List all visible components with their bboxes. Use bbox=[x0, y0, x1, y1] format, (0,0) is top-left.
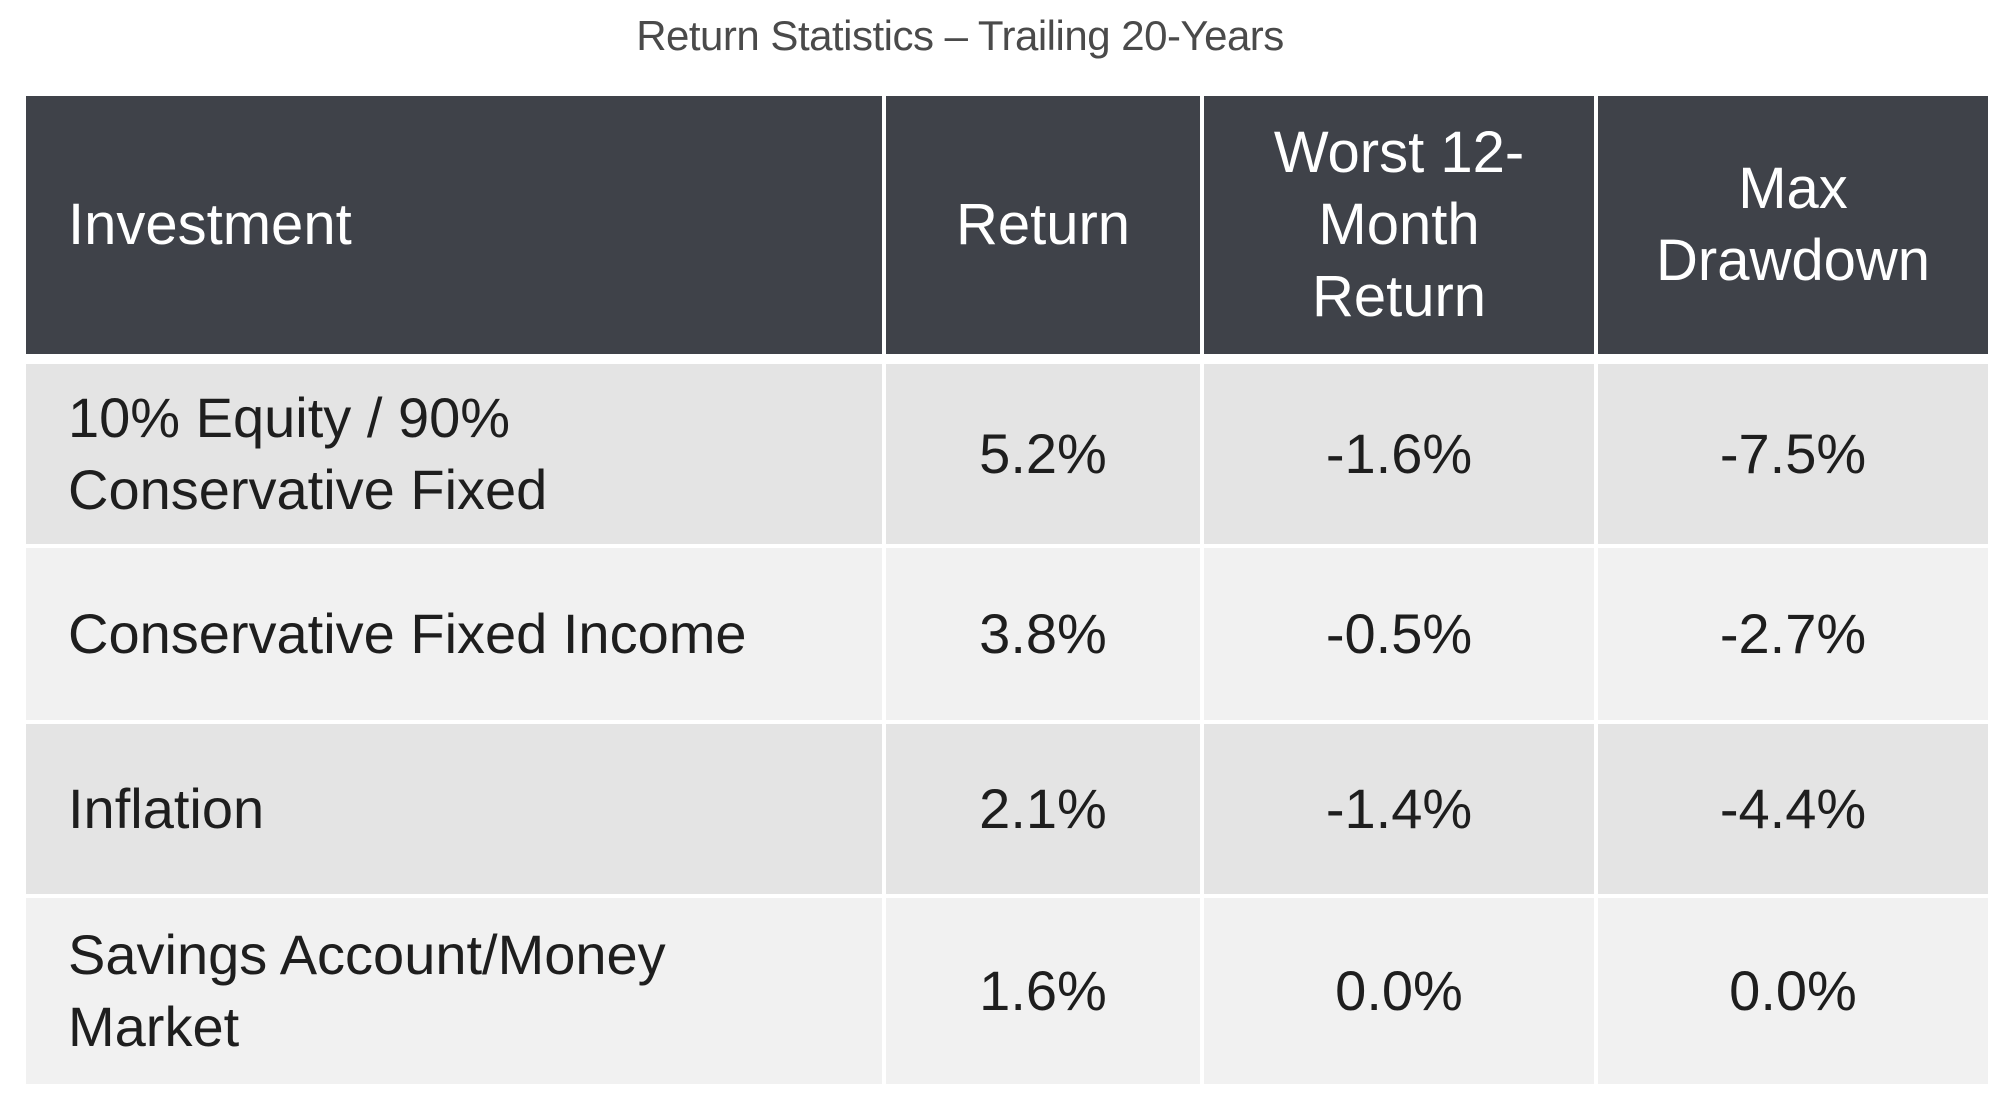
worst-12-month-cell: -0.5% bbox=[1202, 546, 1598, 724]
return-cell: 1.6% bbox=[884, 896, 1204, 1088]
investment-cell: Savings Account/Money Market bbox=[26, 896, 886, 1088]
header-investment: Investment bbox=[26, 96, 886, 359]
return-cell: 2.1% bbox=[884, 722, 1204, 898]
header-row: Investment Return Worst 12-Month Return … bbox=[26, 96, 1988, 359]
investment-cell: Conservative Fixed Income bbox=[26, 546, 886, 724]
table-title: Return Statistics – Trailing 20-Years bbox=[636, 12, 1284, 59]
investment-cell: 10% Equity / 90% Conservative Fixed bbox=[26, 359, 886, 548]
table-row: Conservative Fixed Income 3.8% -0.5% -2.… bbox=[26, 546, 1988, 724]
header-max-drawdown: Max Drawdown bbox=[1596, 96, 1988, 359]
max-drawdown-cell: -4.4% bbox=[1596, 722, 1988, 898]
investment-cell: Inflation bbox=[26, 722, 886, 898]
table-row: Savings Account/Money Market 1.6% 0.0% 0… bbox=[26, 896, 1988, 1088]
worst-12-month-cell: 0.0% bbox=[1202, 896, 1598, 1088]
header-worst-12-month-return: Worst 12-Month Return bbox=[1202, 96, 1598, 359]
return-cell: 3.8% bbox=[884, 546, 1204, 724]
header-return: Return bbox=[884, 96, 1204, 359]
return-statistics-table: Investment Return Worst 12-Month Return … bbox=[26, 96, 1988, 1088]
return-cell: 5.2% bbox=[884, 359, 1204, 548]
table-row: Inflation 2.1% -1.4% -4.4% bbox=[26, 722, 1988, 898]
max-drawdown-cell: 0.0% bbox=[1596, 896, 1988, 1088]
worst-12-month-cell: -1.4% bbox=[1202, 722, 1598, 898]
max-drawdown-cell: -7.5% bbox=[1596, 359, 1988, 548]
table-row: 10% Equity / 90% Conservative Fixed 5.2%… bbox=[26, 359, 1988, 548]
worst-12-month-cell: -1.6% bbox=[1202, 359, 1598, 548]
max-drawdown-cell: -2.7% bbox=[1596, 546, 1988, 724]
